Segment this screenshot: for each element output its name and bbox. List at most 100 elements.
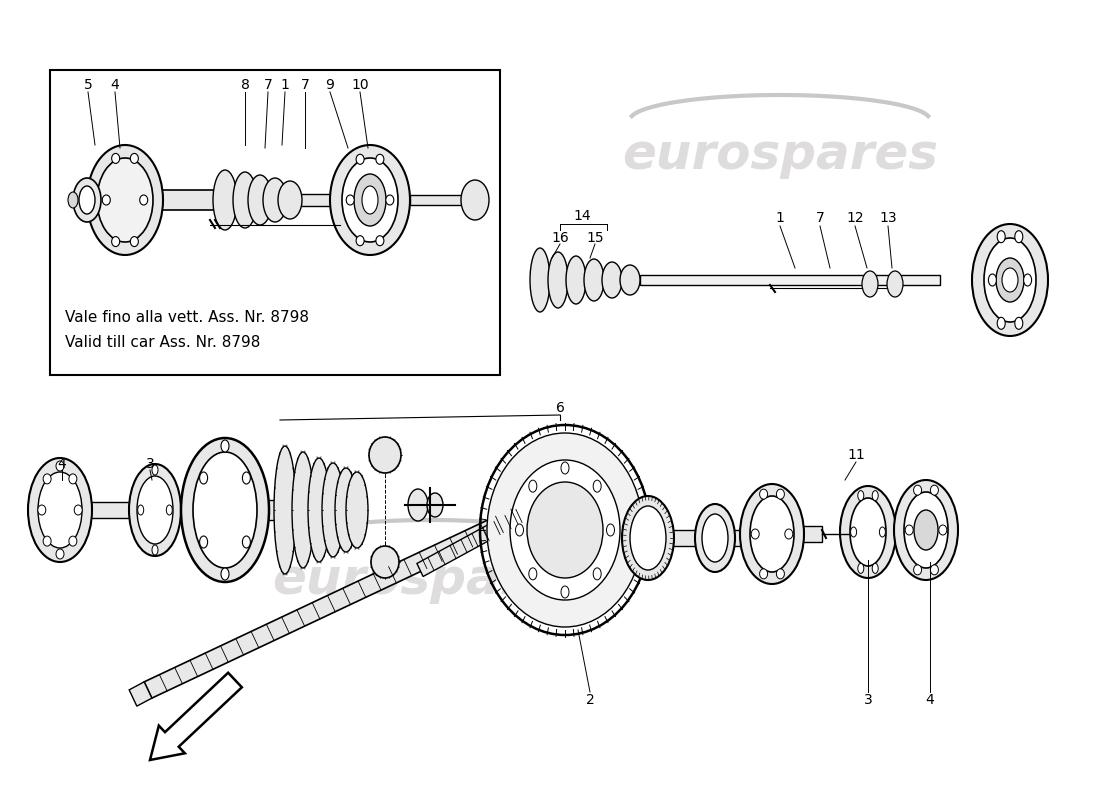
- Ellipse shape: [368, 437, 402, 473]
- Ellipse shape: [68, 192, 78, 208]
- Ellipse shape: [620, 265, 640, 295]
- Ellipse shape: [777, 569, 784, 579]
- Bar: [268, 500, 276, 520]
- Ellipse shape: [606, 524, 615, 536]
- Ellipse shape: [342, 158, 398, 242]
- Ellipse shape: [561, 462, 569, 474]
- Ellipse shape: [322, 463, 344, 557]
- Ellipse shape: [408, 489, 428, 521]
- Text: Vale fino alla vett. Ass. Nr. 8798: Vale fino alla vett. Ass. Nr. 8798: [65, 310, 309, 325]
- Ellipse shape: [278, 181, 303, 219]
- Ellipse shape: [87, 145, 163, 255]
- Text: 1: 1: [776, 211, 784, 225]
- Ellipse shape: [166, 505, 173, 515]
- Ellipse shape: [840, 486, 896, 578]
- Ellipse shape: [904, 492, 948, 568]
- Ellipse shape: [97, 158, 153, 242]
- Ellipse shape: [74, 505, 82, 515]
- Ellipse shape: [858, 490, 864, 501]
- Ellipse shape: [1015, 230, 1023, 242]
- Ellipse shape: [879, 527, 886, 537]
- Text: 7: 7: [300, 78, 309, 92]
- Ellipse shape: [111, 154, 120, 163]
- Bar: [733, 530, 763, 546]
- Ellipse shape: [371, 546, 399, 578]
- Bar: [802, 526, 822, 542]
- Ellipse shape: [998, 318, 1005, 330]
- Ellipse shape: [1015, 318, 1023, 330]
- Ellipse shape: [972, 224, 1048, 336]
- Ellipse shape: [199, 472, 208, 484]
- Text: eurospares: eurospares: [621, 131, 938, 179]
- Ellipse shape: [138, 505, 144, 515]
- Ellipse shape: [130, 237, 139, 246]
- Text: 4: 4: [57, 457, 66, 471]
- Text: 5: 5: [84, 78, 92, 92]
- Ellipse shape: [914, 565, 922, 575]
- Ellipse shape: [292, 452, 313, 568]
- Text: 3: 3: [864, 693, 872, 707]
- Ellipse shape: [376, 236, 384, 246]
- Ellipse shape: [152, 545, 158, 555]
- Bar: [90, 502, 140, 518]
- Ellipse shape: [79, 186, 95, 214]
- Ellipse shape: [213, 170, 236, 230]
- Ellipse shape: [192, 452, 257, 568]
- Ellipse shape: [356, 236, 364, 246]
- Ellipse shape: [862, 271, 878, 297]
- Text: 15: 15: [586, 231, 604, 245]
- Ellipse shape: [602, 262, 621, 298]
- Ellipse shape: [931, 565, 938, 575]
- Ellipse shape: [740, 484, 804, 584]
- Text: 3: 3: [145, 457, 154, 471]
- Ellipse shape: [330, 145, 410, 255]
- Ellipse shape: [905, 525, 913, 535]
- Text: 16: 16: [551, 231, 569, 245]
- Polygon shape: [144, 502, 534, 698]
- Text: eurospares: eurospares: [272, 556, 588, 604]
- Ellipse shape: [248, 175, 272, 225]
- Ellipse shape: [914, 485, 922, 495]
- Ellipse shape: [39, 472, 82, 548]
- Ellipse shape: [376, 154, 384, 164]
- Ellipse shape: [263, 178, 287, 222]
- Ellipse shape: [336, 468, 358, 552]
- Ellipse shape: [346, 472, 368, 548]
- Bar: [600, 530, 640, 546]
- Ellipse shape: [1002, 268, 1018, 292]
- Ellipse shape: [750, 496, 794, 572]
- Ellipse shape: [561, 586, 569, 598]
- Polygon shape: [417, 503, 534, 577]
- Ellipse shape: [129, 464, 182, 556]
- Ellipse shape: [73, 178, 101, 222]
- Ellipse shape: [872, 563, 878, 574]
- Ellipse shape: [530, 248, 550, 312]
- Text: 7: 7: [815, 211, 824, 225]
- Ellipse shape: [138, 476, 173, 544]
- Ellipse shape: [850, 527, 857, 537]
- Ellipse shape: [760, 489, 768, 499]
- Ellipse shape: [102, 195, 110, 205]
- Ellipse shape: [548, 252, 568, 308]
- Ellipse shape: [931, 485, 938, 495]
- Ellipse shape: [487, 433, 644, 627]
- Ellipse shape: [354, 174, 386, 226]
- Ellipse shape: [529, 480, 537, 492]
- Ellipse shape: [887, 271, 903, 297]
- Ellipse shape: [529, 568, 537, 580]
- Ellipse shape: [593, 568, 602, 580]
- Ellipse shape: [695, 504, 735, 572]
- Ellipse shape: [516, 524, 524, 536]
- Ellipse shape: [233, 172, 257, 228]
- Ellipse shape: [998, 230, 1005, 242]
- Ellipse shape: [242, 472, 251, 484]
- Ellipse shape: [69, 474, 77, 484]
- Ellipse shape: [784, 529, 793, 539]
- Ellipse shape: [56, 549, 64, 559]
- Ellipse shape: [938, 525, 947, 535]
- Ellipse shape: [130, 154, 139, 163]
- Text: 4: 4: [925, 693, 934, 707]
- Ellipse shape: [858, 563, 864, 574]
- Ellipse shape: [527, 482, 603, 578]
- Text: 6: 6: [556, 401, 564, 415]
